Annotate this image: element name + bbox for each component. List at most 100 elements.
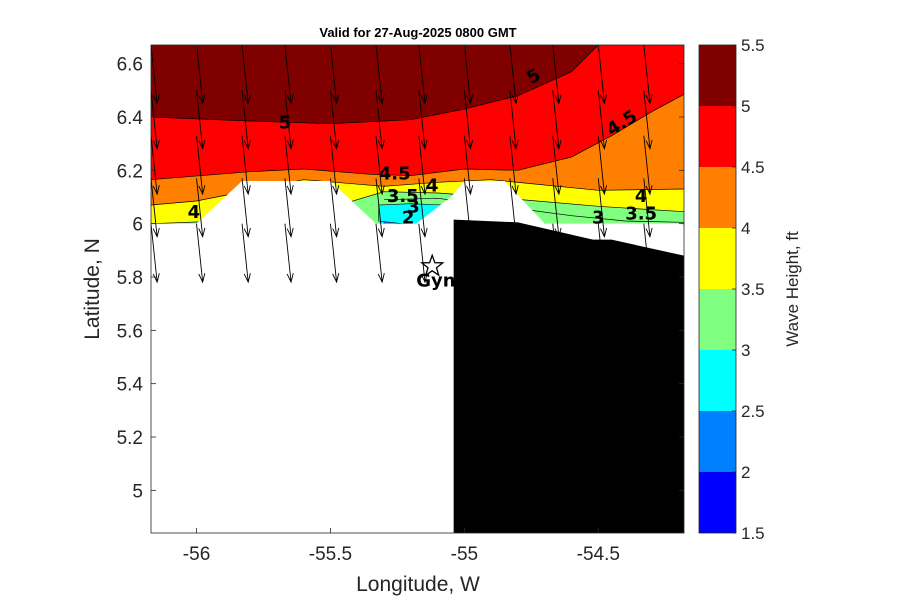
direction-arrow bbox=[284, 223, 294, 284]
direction-arrow bbox=[683, 90, 684, 95]
direction-arrow bbox=[463, 45, 474, 105]
direction-arrow bbox=[375, 223, 385, 284]
x-tick-label: -55 bbox=[451, 544, 478, 565]
y-axis: 5 5.2 5.4 5.6 5.8 6 6.2 6.4 6.6 bbox=[117, 55, 684, 502]
direction-arrow bbox=[643, 223, 653, 284]
colorbar-tick-label: 4.5 bbox=[741, 158, 765, 177]
y-tick-label: 5.2 bbox=[117, 428, 143, 449]
colorbar-tick-label: 1.5 bbox=[741, 524, 765, 543]
direction-arrow bbox=[418, 45, 428, 105]
direction-arrow bbox=[151, 135, 160, 196]
direction-arrow bbox=[151, 178, 160, 238]
direction-arrow bbox=[196, 45, 206, 105]
y-tick-label: 5.4 bbox=[117, 375, 144, 396]
x-tick-label: -54.5 bbox=[577, 544, 620, 565]
x-axis: -56 -55.5 -55 -54.5 bbox=[183, 45, 620, 565]
direction-arrow bbox=[597, 178, 608, 238]
plot-title: Valid for 27-Aug-2025 0800 GMT bbox=[319, 25, 516, 40]
direction-arrow bbox=[284, 45, 294, 105]
colorbar-swatch bbox=[699, 106, 736, 167]
direction-arrow bbox=[375, 45, 385, 105]
contour-label: 4.5 bbox=[379, 163, 411, 184]
y-tick-label: 6.6 bbox=[117, 55, 143, 76]
contour-band bbox=[151, 45, 684, 124]
direction-arrow bbox=[643, 45, 653, 105]
contour-label: 3.5 bbox=[387, 186, 419, 207]
direction-arrow bbox=[643, 178, 653, 238]
direction-arrow bbox=[463, 178, 474, 238]
contour-label: 4 bbox=[188, 202, 201, 223]
colorbar-swatch bbox=[699, 167, 736, 228]
contour-line bbox=[151, 45, 599, 125]
direction-arrow bbox=[375, 178, 385, 238]
direction-arrow bbox=[683, 135, 684, 140]
contour-label: 3.5 bbox=[625, 203, 657, 224]
x-tick-label: -55.5 bbox=[309, 544, 352, 565]
contour-line bbox=[151, 179, 684, 206]
contour-label: 3 bbox=[407, 197, 420, 218]
direction-arrow bbox=[151, 90, 160, 150]
direction-arrow bbox=[597, 135, 608, 196]
direction-arrow bbox=[241, 90, 251, 150]
direction-arrow bbox=[509, 45, 519, 105]
contour-line bbox=[151, 94, 684, 181]
direction-arrow bbox=[643, 90, 653, 150]
direction-arrow bbox=[330, 223, 340, 284]
colorbar-swatch bbox=[699, 350, 736, 411]
contour-label: 3 bbox=[592, 207, 605, 228]
direction-arrow bbox=[509, 178, 519, 238]
contour-label: 2 bbox=[402, 207, 415, 228]
colorbar-tick-label: 5 bbox=[741, 97, 750, 116]
direction-arrow bbox=[509, 90, 519, 150]
colorbar-title: Wave Height, ft bbox=[783, 231, 802, 347]
colorbar-tick-label: 2.5 bbox=[741, 402, 765, 421]
direction-arrow bbox=[597, 90, 608, 150]
x-axis-title: Longitude, W bbox=[356, 573, 480, 596]
direction-arrow bbox=[597, 45, 608, 105]
direction-arrow bbox=[330, 135, 340, 196]
direction-arrow bbox=[241, 135, 251, 196]
direction-arrow bbox=[683, 45, 684, 50]
direction-arrow bbox=[284, 135, 294, 196]
direction-arrow bbox=[418, 178, 428, 238]
colorbar-swatch bbox=[699, 289, 736, 350]
direction-arrow bbox=[241, 178, 251, 238]
direction-arrow bbox=[418, 90, 428, 150]
contour-label: 5 bbox=[279, 113, 292, 134]
direction-arrow bbox=[463, 223, 474, 284]
direction-arrow bbox=[330, 45, 340, 105]
direction-arrow bbox=[284, 90, 294, 150]
direction-arrow bbox=[196, 223, 206, 284]
station-star-icon bbox=[419, 253, 445, 277]
direction-arrow bbox=[330, 178, 340, 238]
colorbar-tick-label: 3 bbox=[741, 341, 750, 360]
y-tick-label: 5.8 bbox=[117, 268, 143, 289]
colorbar-swatch bbox=[699, 472, 736, 533]
direction-arrow bbox=[196, 135, 206, 196]
contour-label: 4 bbox=[635, 186, 648, 207]
colorbar-swatch bbox=[699, 45, 736, 106]
direction-arrow bbox=[643, 135, 653, 196]
direction-arrow bbox=[509, 223, 519, 284]
y-tick-label: 6.4 bbox=[117, 108, 144, 129]
y-axis-title: Latitude, N bbox=[81, 238, 104, 340]
direction-arrow bbox=[597, 223, 608, 284]
direction-arrow bbox=[552, 90, 562, 150]
axes-box bbox=[150, 44, 685, 534]
direction-arrow bbox=[463, 90, 474, 150]
direction-arrow bbox=[552, 223, 562, 284]
y-tick-label: 6 bbox=[132, 215, 143, 236]
contour-label: 4 bbox=[426, 175, 439, 196]
colorbar-swatch bbox=[699, 228, 736, 289]
colorbar-tick-label: 3.5 bbox=[741, 280, 765, 299]
colorbar-tick-label: 5.5 bbox=[741, 36, 765, 55]
x-tick-label: -56 bbox=[183, 544, 210, 565]
direction-arrow bbox=[196, 178, 206, 238]
direction-arrow bbox=[330, 90, 340, 150]
direction-arrow bbox=[375, 90, 385, 150]
direction-arrow bbox=[241, 223, 251, 284]
direction-arrow bbox=[463, 135, 474, 196]
direction-arrow bbox=[552, 45, 562, 105]
